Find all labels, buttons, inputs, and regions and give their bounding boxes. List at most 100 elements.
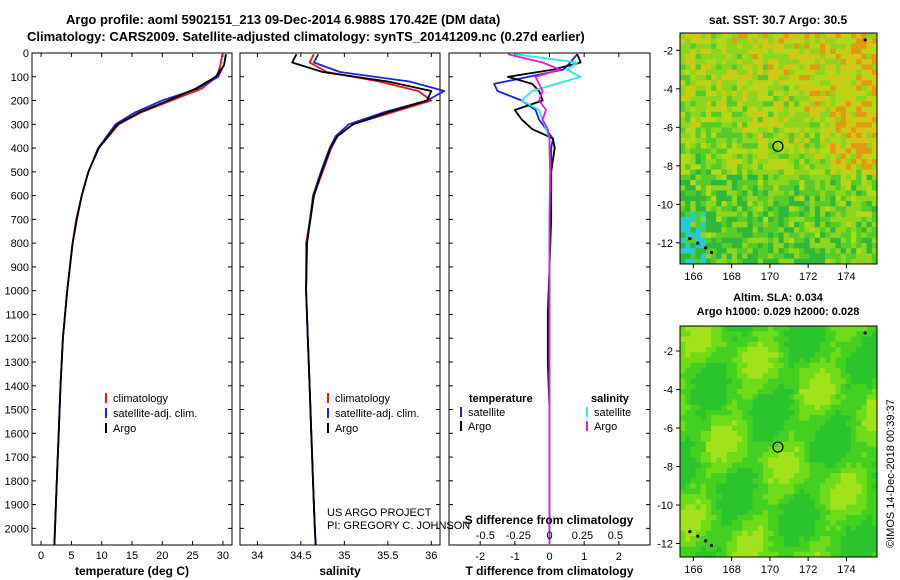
map-cell bbox=[716, 216, 722, 223]
map-cell bbox=[851, 33, 857, 39]
map-cell bbox=[762, 195, 769, 202]
map-cell bbox=[861, 69, 868, 76]
map-cell bbox=[804, 248, 810, 254]
map-cell bbox=[695, 75, 702, 81]
x-tick-label: 0 bbox=[546, 551, 552, 563]
map-cell bbox=[737, 462, 743, 469]
map-cell bbox=[747, 483, 753, 490]
map-cell bbox=[804, 457, 810, 463]
map-cell bbox=[705, 33, 712, 39]
map-cell bbox=[814, 436, 821, 442]
map-cell bbox=[737, 541, 743, 547]
map-cell bbox=[700, 541, 707, 547]
sla-map-title: Altim. SLA: 0.034 bbox=[733, 292, 824, 304]
map-cell bbox=[794, 159, 800, 165]
map-cell bbox=[835, 69, 842, 76]
map-cell bbox=[690, 59, 696, 65]
map-cell bbox=[819, 394, 826, 400]
map-cell bbox=[830, 336, 836, 343]
map-cell bbox=[711, 488, 717, 495]
map-cell bbox=[866, 185, 873, 191]
map-cell bbox=[747, 253, 753, 260]
map-cell bbox=[799, 185, 805, 191]
map-cell bbox=[711, 520, 717, 526]
map-cell bbox=[861, 75, 868, 81]
map-cell bbox=[721, 431, 728, 437]
map-cell bbox=[866, 227, 873, 233]
map-cell bbox=[685, 59, 691, 65]
map-cell bbox=[742, 232, 748, 239]
map-cell bbox=[695, 425, 702, 432]
map-cell bbox=[814, 420, 821, 427]
x-tick-label: 34 bbox=[251, 550, 263, 562]
map-cell bbox=[768, 258, 774, 265]
map-cell bbox=[819, 169, 826, 176]
map-cell bbox=[737, 164, 743, 170]
map-cell bbox=[840, 457, 847, 463]
map-cell bbox=[819, 399, 826, 406]
map-cell bbox=[799, 85, 805, 92]
map-cell bbox=[778, 483, 785, 490]
map-cell bbox=[695, 222, 702, 228]
map-cell bbox=[799, 331, 805, 337]
map-cell bbox=[851, 462, 857, 469]
map-cell bbox=[799, 101, 805, 107]
map-cell bbox=[830, 478, 836, 484]
map-cell bbox=[840, 404, 847, 411]
map-cell bbox=[685, 357, 691, 364]
map-cell bbox=[866, 410, 873, 416]
map-cell bbox=[762, 64, 769, 71]
y-tick-label: -10 bbox=[657, 500, 673, 512]
map-cell bbox=[680, 389, 686, 395]
map-cell bbox=[871, 399, 878, 406]
map-cell bbox=[788, 190, 795, 197]
map-cell bbox=[685, 389, 691, 395]
map-cell bbox=[778, 164, 785, 170]
map-cell bbox=[856, 473, 862, 479]
map-cell bbox=[825, 352, 831, 358]
map-cell bbox=[695, 85, 702, 92]
map-cell bbox=[731, 206, 738, 212]
map-cell bbox=[690, 54, 696, 60]
map-cell bbox=[788, 38, 795, 44]
map-cell bbox=[716, 174, 722, 181]
map-cell bbox=[794, 80, 800, 86]
map-cell bbox=[721, 174, 728, 181]
map-cell bbox=[680, 143, 686, 149]
map-cell bbox=[783, 138, 790, 144]
map-cell bbox=[690, 457, 696, 463]
map-cell bbox=[825, 341, 831, 348]
map-cell bbox=[695, 148, 702, 155]
map-cell bbox=[700, 33, 707, 39]
map-cell bbox=[742, 106, 748, 113]
map-cell bbox=[856, 441, 862, 448]
map-cell bbox=[737, 232, 743, 239]
map-cell bbox=[768, 331, 774, 337]
map-cell bbox=[711, 185, 717, 191]
map-cell bbox=[851, 410, 857, 416]
map-cell bbox=[695, 106, 702, 113]
map-cell bbox=[814, 153, 821, 160]
map-cell bbox=[804, 420, 810, 427]
map-cell bbox=[716, 248, 722, 254]
map-cell bbox=[711, 222, 717, 228]
map-cell bbox=[840, 473, 847, 479]
map-cell bbox=[825, 473, 831, 479]
map-cell bbox=[778, 373, 785, 379]
map-cell bbox=[762, 201, 769, 207]
map-cell bbox=[809, 253, 816, 260]
map-cell bbox=[757, 431, 764, 437]
map-cell bbox=[762, 415, 769, 421]
map-cell bbox=[809, 441, 816, 448]
map-cell bbox=[685, 399, 691, 406]
map-cell bbox=[695, 96, 702, 102]
map-cell bbox=[830, 85, 836, 92]
map-cell bbox=[835, 383, 842, 390]
map-cell bbox=[835, 143, 842, 149]
map-cell bbox=[773, 425, 779, 432]
map-cell bbox=[690, 399, 696, 406]
map-cell bbox=[705, 530, 712, 537]
map-cell bbox=[742, 201, 748, 207]
map-cell bbox=[825, 169, 831, 176]
map-cell bbox=[685, 383, 691, 390]
